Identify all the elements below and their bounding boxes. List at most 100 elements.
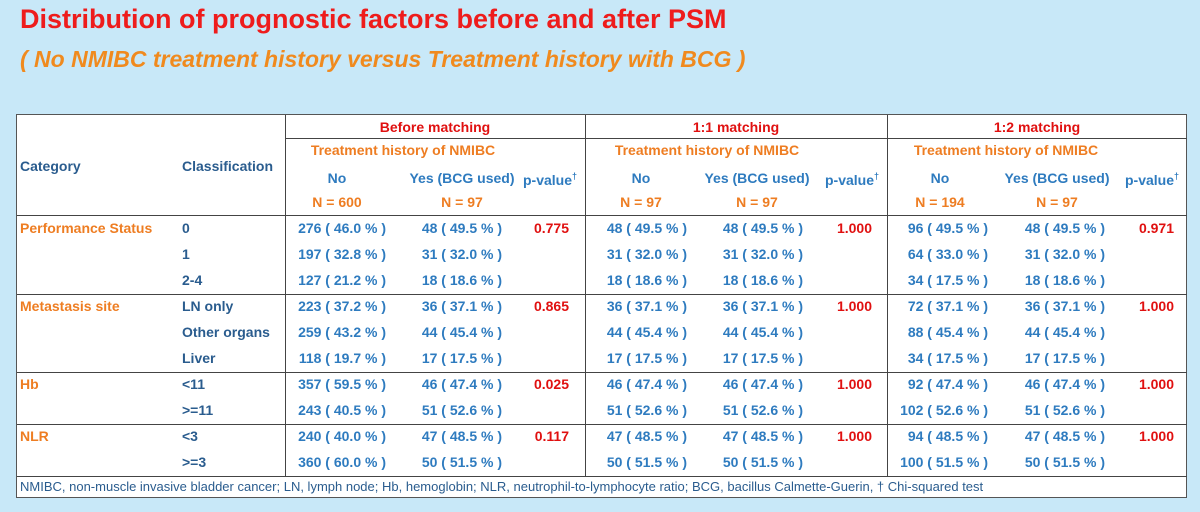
cell: 17 ( 17.5 % ) [722,350,803,366]
cell: 48 ( 49.5 % ) [421,220,502,236]
cell: 47 ( 48.5 % ) [606,428,687,444]
subtitle: ( No NMIBC treatment history versus Trea… [20,46,746,72]
column-header: No [327,170,347,186]
p-value: 1.000 [1138,428,1174,444]
cell: 36 ( 37.1 % ) [421,298,502,314]
cell: 48 ( 49.5 % ) [1024,220,1105,236]
category: NLR [20,428,49,444]
cell: 18 ( 18.6 % ) [421,272,502,288]
cell: 46 ( 47.4 % ) [606,376,687,392]
cell: 50 ( 51.5 % ) [606,454,687,470]
cell: 240 ( 40.0 % ) [298,428,386,444]
cell: 50 ( 51.5 % ) [722,454,803,470]
cell: 18 ( 18.6 % ) [1024,272,1105,288]
classification: >=11 [182,402,214,418]
cell: 88 ( 45.4 % ) [907,324,988,340]
cell: 18 ( 18.6 % ) [722,272,803,288]
cell: 34 ( 17.5 % ) [907,350,988,366]
treatment-header: Treatment history of NMIBC [614,142,800,158]
cell: 44 ( 45.4 % ) [722,324,803,340]
p-value-header: p-value† [1125,168,1179,188]
n-label: N = 97 [1036,194,1078,210]
column-header: No [631,170,651,186]
title: Distribution of prognostic factors befor… [20,4,727,34]
p-value-label: p-value [1124,171,1174,188]
v-rule [285,115,286,477]
cell: 46 ( 47.4 % ) [1024,376,1105,392]
n-label: N = 97 [441,194,483,210]
h-rule [17,372,1187,373]
cell: 17 ( 17.5 % ) [421,350,502,366]
cell: 50 ( 51.5 % ) [1024,454,1105,470]
cell: 259 ( 43.2 % ) [298,324,386,340]
cell: 31 ( 32.0 % ) [606,246,687,262]
classification: 2-4 [182,272,203,288]
group-header: Before matching [379,119,491,135]
h-rule [17,215,1187,216]
p-value: 1.000 [1138,298,1174,314]
p-value: 0.117 [534,428,569,444]
classification: LN only [182,298,234,314]
classification: Other organs [182,324,270,340]
p-value: 0.971 [1138,220,1174,236]
cell: 276 ( 46.0 % ) [298,220,386,236]
column-header: Yes (BCG used) [704,170,810,186]
cell: 102 ( 52.6 % ) [900,402,988,418]
cell: 51 ( 52.6 % ) [421,402,502,418]
cell: 18 ( 18.6 % ) [606,272,687,288]
cell: 51 ( 52.6 % ) [1024,402,1105,418]
category: Metastasis site [20,298,120,314]
dagger: † [874,171,880,182]
dagger: † [572,171,578,182]
cell: 48 ( 49.5 % ) [606,220,687,236]
cell: 64 ( 33.0 % ) [907,246,988,262]
cell: 36 ( 37.1 % ) [722,298,803,314]
p-value: 0.025 [533,376,569,392]
h-rule [17,476,1187,477]
cell: 51 ( 52.6 % ) [722,402,803,418]
classification: Liver [182,350,216,366]
cell: 46 ( 47.4 % ) [421,376,502,392]
cell: 44 ( 45.4 % ) [421,324,502,340]
cell: 243 ( 40.5 % ) [298,402,386,418]
cell: 17 ( 17.5 % ) [606,350,687,366]
dagger: † [1174,171,1180,182]
h-rule [17,424,1187,425]
cell: 127 ( 21.2 % ) [298,272,386,288]
category: Hb [20,376,39,392]
p-value: 0.775 [533,220,569,236]
n-label: N = 97 [736,194,778,210]
cell: 51 ( 52.6 % ) [606,402,687,418]
p-value-label: p-value [522,171,572,188]
category: Performance Status [20,220,153,236]
cell: 47 ( 48.5 % ) [722,428,803,444]
cell: 17 ( 17.5 % ) [1024,350,1105,366]
classification: <3 [182,428,198,444]
cell: 96 ( 49.5 % ) [907,220,988,236]
cell: 47 ( 48.5 % ) [421,428,502,444]
cell: 118 ( 19.7 % ) [298,350,386,366]
p-value: 1.000 [836,376,872,392]
group-header: 1:1 matching [692,119,780,135]
cell: 197 ( 32.8 % ) [298,246,386,262]
h-rule [285,138,1187,139]
classification: 1 [182,246,190,262]
header-category: Category [20,158,81,174]
cell: 360 ( 60.0 % ) [298,454,386,470]
p-value: 1.000 [1138,376,1174,392]
p-value-header: p-value† [825,168,879,188]
p-value: 1.000 [836,298,872,314]
cell: 48 ( 49.5 % ) [722,220,803,236]
cell: 31 ( 32.0 % ) [421,246,502,262]
v-rule [585,115,586,477]
cell: 44 ( 45.4 % ) [1024,324,1105,340]
n-label: N = 600 [312,194,362,210]
cell: 44 ( 45.4 % ) [606,324,687,340]
classification: <11 [182,376,205,392]
v-rule [887,115,888,477]
cell: 94 ( 48.5 % ) [907,428,988,444]
cell: 223 ( 37.2 % ) [298,298,386,314]
cell: 92 ( 47.4 % ) [907,376,988,392]
cell: 72 ( 37.1 % ) [907,298,988,314]
